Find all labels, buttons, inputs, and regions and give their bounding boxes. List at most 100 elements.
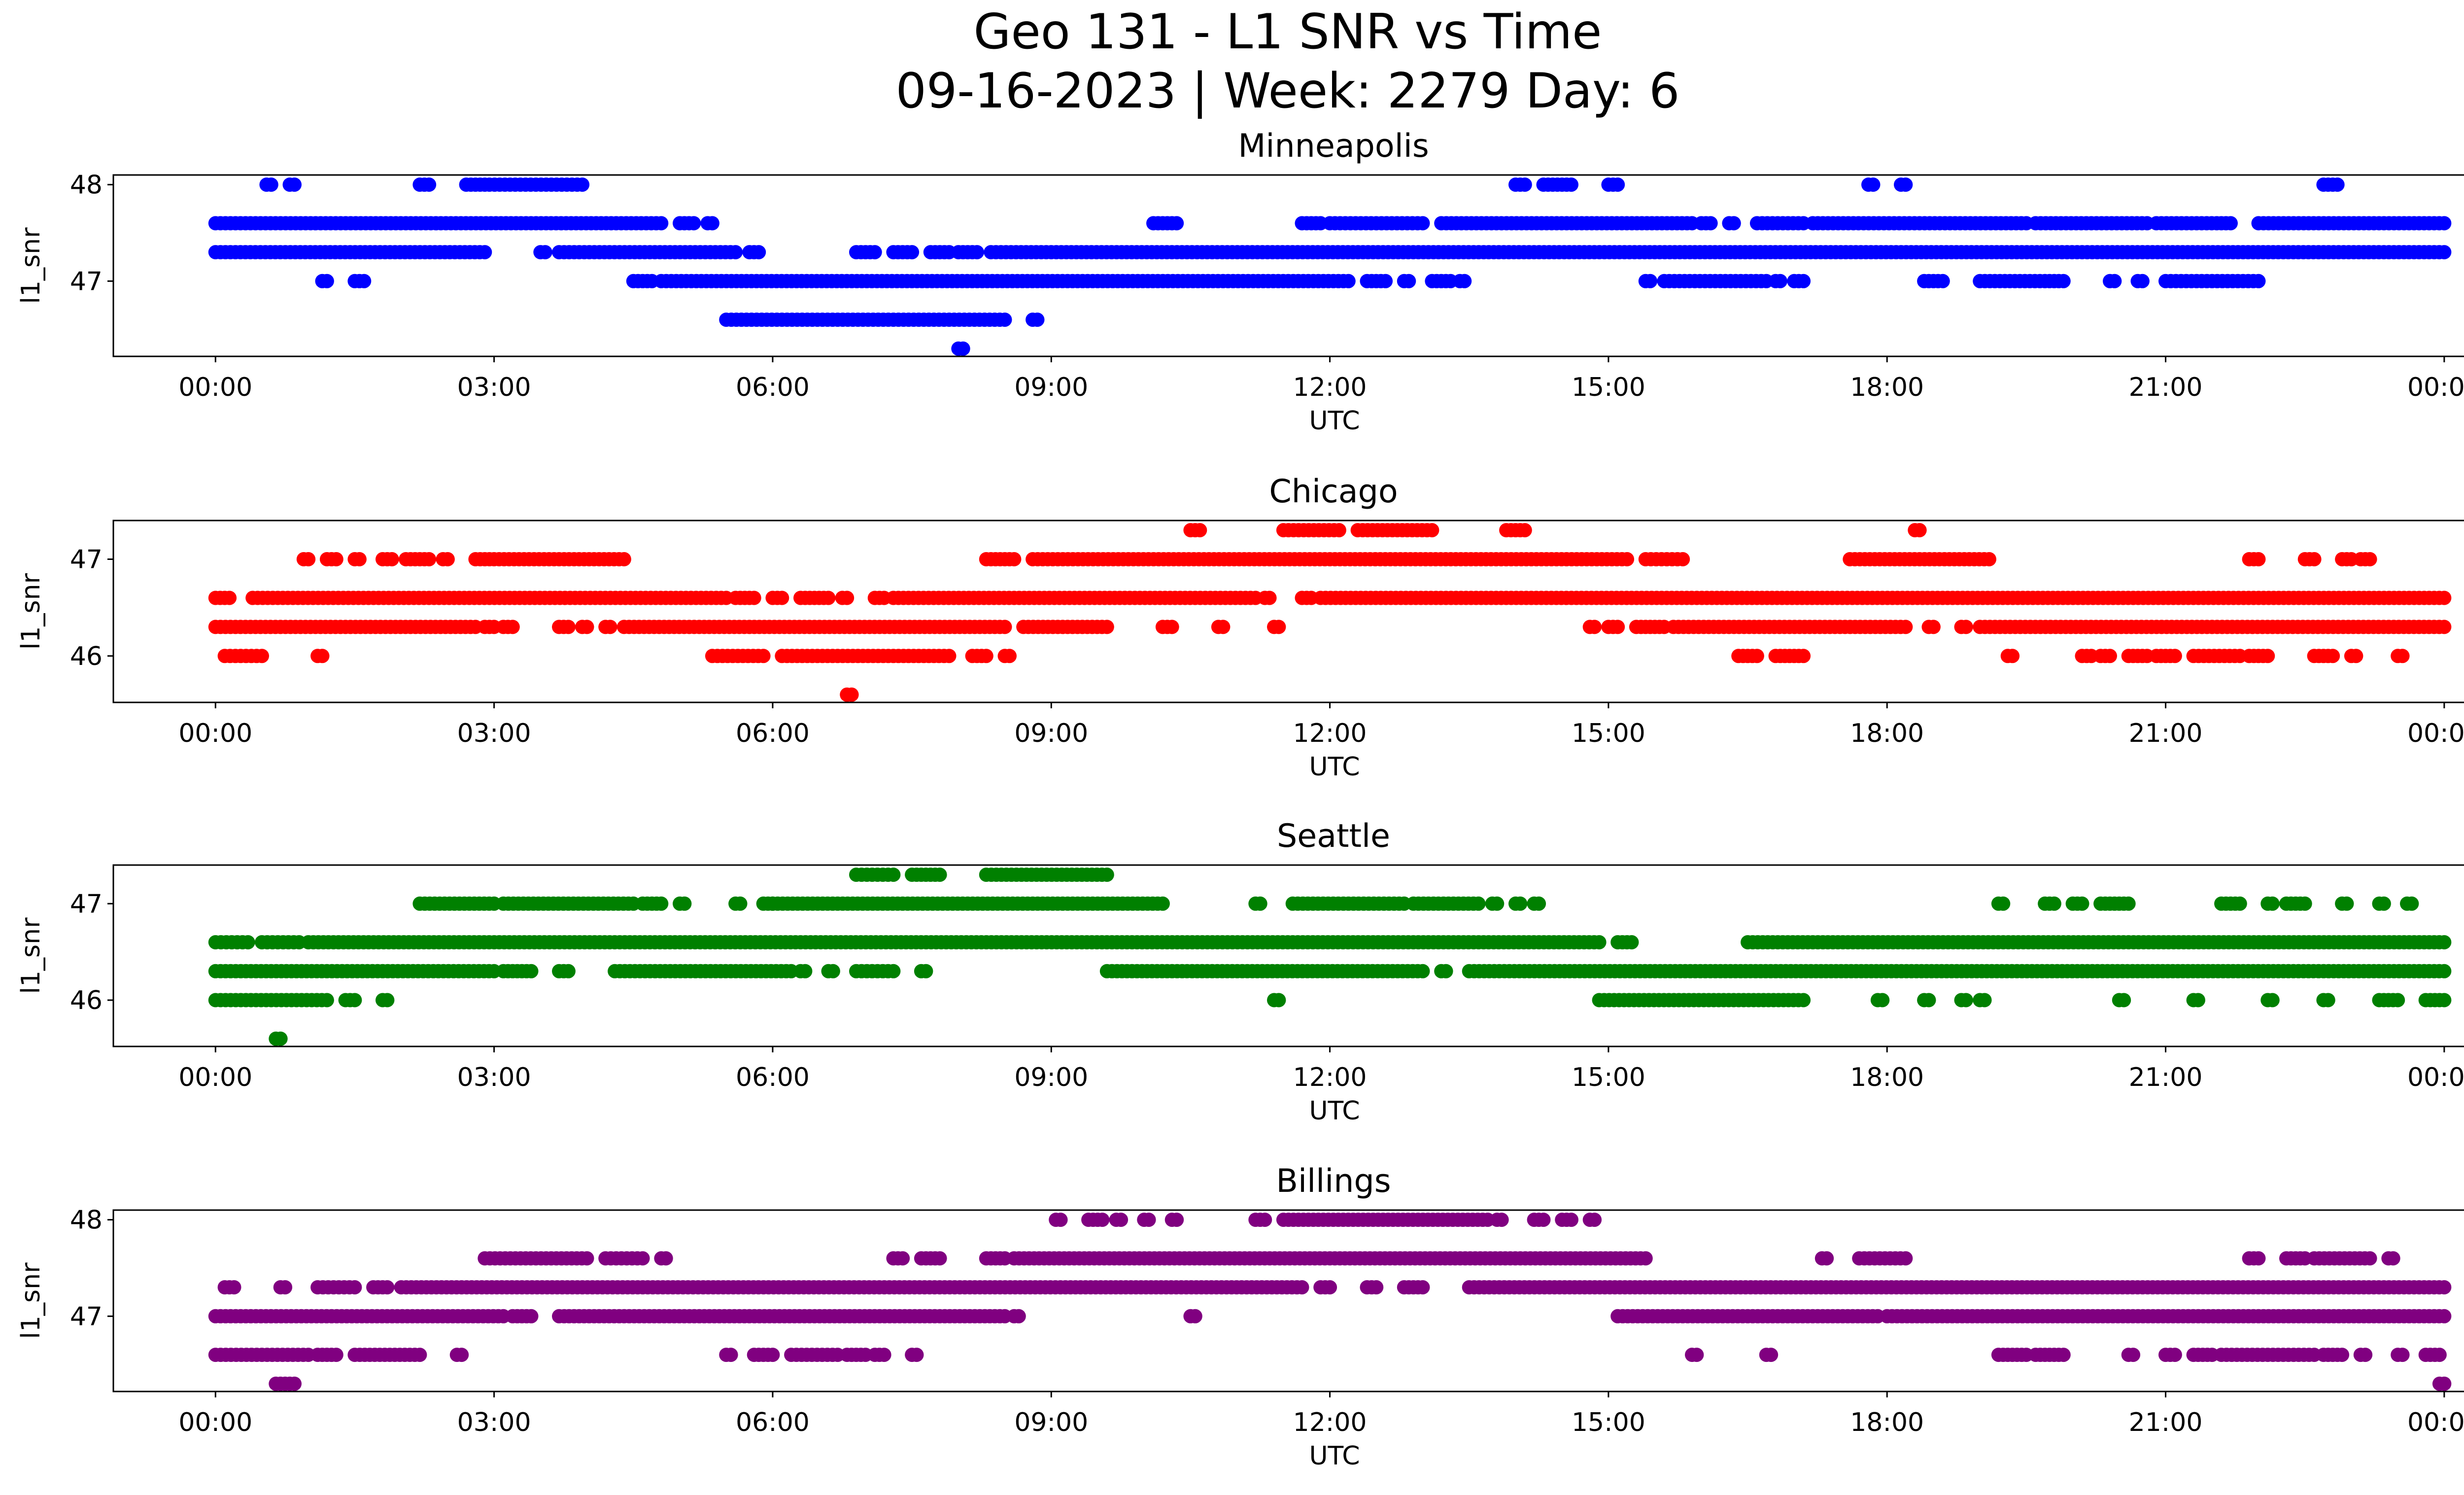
x-tick-label: 00:00 [2407, 719, 2464, 748]
x-tick-label: 18:00 [1850, 1063, 1924, 1092]
subplot-title: Seattle [1277, 818, 1390, 855]
data-point [919, 964, 933, 978]
x-tick-label: 21:00 [2129, 1408, 2203, 1437]
data-point [1875, 993, 1890, 1008]
subplot-chicago: Chicago 00:00 03:00 06:00 09:00 12:00 15:00 18… [16, 473, 2464, 782]
data-point [844, 687, 859, 702]
data-point [1898, 177, 1913, 192]
data-point [1676, 552, 1690, 566]
data-point [329, 552, 343, 566]
data-point [2117, 993, 2131, 1008]
data-point [255, 649, 269, 663]
data-point [222, 591, 237, 605]
data-point [1415, 216, 1430, 231]
data-point [1564, 1213, 1578, 1227]
x-tick-label: 12:00 [1293, 719, 1367, 748]
series-points [208, 1213, 2452, 1391]
data-point [2437, 620, 2452, 634]
data-point [2437, 993, 2452, 1008]
data-point [756, 649, 771, 663]
x-tick-label: 15:00 [1572, 1063, 1645, 1092]
data-point [2260, 649, 2275, 663]
subplot-billings: Billings 00:00 03:00 06:00 09:00 12:00 15:00 1… [16, 1163, 2464, 1471]
data-point [1271, 620, 1286, 634]
x-tick-label: 06:00 [736, 1408, 810, 1437]
data-point [2307, 552, 2322, 566]
x-axis-label: UTC [1309, 1441, 1360, 1471]
plot-frame [112, 1209, 2464, 1392]
y-axis-label: l1_snr [16, 227, 46, 304]
data-point [840, 591, 855, 605]
data-point [2432, 1348, 2447, 1362]
x-tick-label: 12:00 [1293, 1408, 1367, 1437]
data-point [380, 1280, 395, 1295]
data-point [2437, 935, 2452, 950]
data-point [2404, 896, 2419, 911]
data-point [1935, 274, 1950, 288]
data-point [1053, 1213, 1068, 1227]
data-point [2362, 552, 2377, 566]
data-point [278, 1280, 293, 1295]
data-point [580, 1251, 594, 1266]
y-tick-label: 47 [70, 545, 103, 575]
data-point [2265, 896, 2280, 911]
subplot-minneapolis: Minneapolis 00:00 03:00 06:00 09:00 12:00 15:… [16, 128, 2464, 436]
data-point [2358, 1348, 2373, 1362]
y-tick-label: 46 [70, 642, 103, 671]
y-tick-label: 48 [70, 171, 103, 200]
data-point [264, 177, 278, 192]
data-point [825, 964, 840, 978]
data-point [524, 964, 539, 978]
data-point [956, 341, 970, 356]
data-point [1703, 216, 1718, 231]
y-tick-label: 48 [70, 1206, 103, 1235]
data-point [2437, 216, 2452, 231]
data-point [752, 245, 766, 260]
data-point [677, 896, 692, 911]
data-point [478, 245, 492, 260]
data-point [658, 1251, 673, 1266]
data-point [2251, 274, 2266, 288]
data-point [561, 964, 576, 978]
x-tick-label: 03:00 [457, 373, 531, 402]
data-point [1749, 649, 1764, 663]
data-point [1295, 1280, 1309, 1295]
data-point [2232, 896, 2247, 911]
data-point [1378, 274, 1393, 288]
data-point [422, 177, 437, 192]
data-point [635, 1251, 650, 1266]
data-point [1996, 896, 2011, 911]
data-point [2437, 1376, 2452, 1391]
data-point [422, 552, 437, 566]
data-point [1438, 964, 1453, 978]
data-point [1323, 1280, 1337, 1295]
data-point [329, 1348, 343, 1362]
data-point [2330, 177, 2345, 192]
data-point [821, 591, 836, 605]
data-point [942, 649, 957, 663]
x-tick-label: 09:00 [1014, 719, 1088, 748]
data-point [1369, 1280, 1384, 1295]
x-tick-label: 00:00 [178, 373, 252, 402]
data-point [1494, 1213, 1509, 1227]
data-point [886, 868, 901, 882]
data-point [909, 1348, 924, 1362]
data-point [1610, 177, 1625, 192]
y-tick-label: 46 [70, 986, 103, 1015]
y-axis-label: l1_snr [16, 573, 46, 650]
data-point [1262, 591, 1277, 605]
data-point [2395, 1348, 2410, 1362]
data-point [1536, 1213, 1551, 1227]
data-point [1099, 868, 1114, 882]
data-point [2437, 591, 2452, 605]
x-tick-label: 03:00 [457, 1408, 531, 1437]
data-point [1155, 896, 1170, 911]
data-point [1258, 1213, 1272, 1227]
data-point [1958, 993, 1973, 1008]
x-tick-label: 12:00 [1293, 373, 1367, 402]
series-points [208, 868, 2452, 1046]
data-point [1638, 1251, 1653, 1266]
data-point [347, 1280, 362, 1295]
x-axis-label: UTC [1309, 752, 1360, 782]
